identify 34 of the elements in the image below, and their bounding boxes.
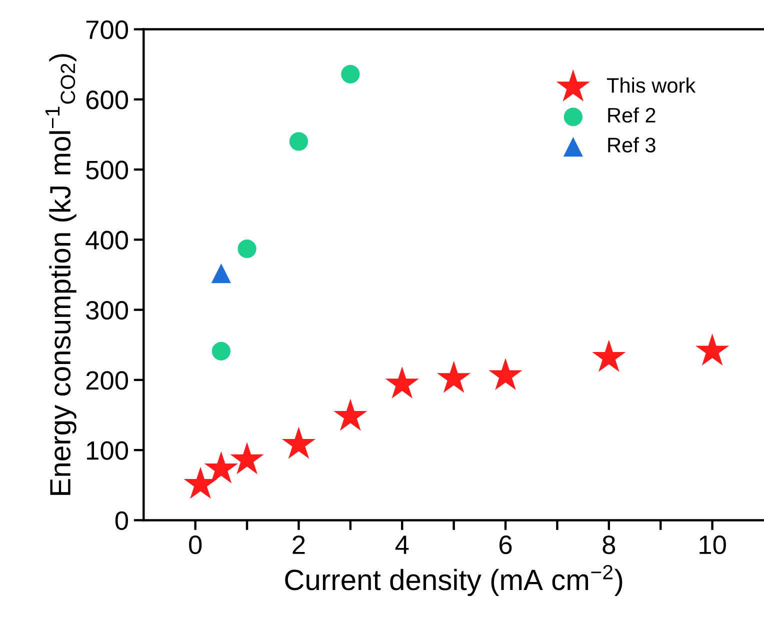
x-tick-label: 6 — [500, 535, 512, 554]
point — [289, 132, 308, 151]
point — [695, 333, 730, 366]
point — [184, 466, 218, 499]
y-tick-label: 0 — [115, 511, 128, 530]
y-tick-label: 700 — [86, 20, 128, 40]
legend-label: Ref 3 — [608, 137, 656, 152]
x-axis-title: Current density (mA cm$^{−2}$) — [285, 564, 622, 596]
y-tick-label: 400 — [86, 230, 128, 250]
x-tick-label: 10 — [700, 535, 726, 554]
point — [212, 342, 230, 361]
point — [341, 64, 360, 84]
point — [211, 264, 231, 284]
point — [592, 340, 626, 372]
y-tick-label: 300 — [86, 300, 128, 320]
y-tick-label: 100 — [87, 441, 128, 460]
point — [282, 426, 316, 459]
point — [238, 239, 256, 258]
point — [436, 360, 471, 393]
y-tick-label: 600 — [86, 90, 128, 110]
legend-label: Ref 2 — [608, 107, 656, 123]
x-tick-label: 0 — [189, 535, 202, 554]
y-tick-label: 200 — [86, 371, 128, 390]
point — [230, 442, 264, 474]
y-tick-label: 500 — [86, 160, 128, 180]
x-tick-label: 2 — [292, 535, 305, 554]
point — [204, 451, 238, 484]
legend-label: This work — [606, 77, 696, 93]
x-tick-label: 4 — [395, 536, 409, 554]
y-axis-title: Energy consumption (kJ mol$^{−1}$$_{CO2}$) — [45, 54, 76, 495]
x-tick-label: 8 — [602, 535, 616, 554]
point — [334, 398, 368, 431]
point — [488, 358, 522, 390]
point — [385, 366, 419, 398]
